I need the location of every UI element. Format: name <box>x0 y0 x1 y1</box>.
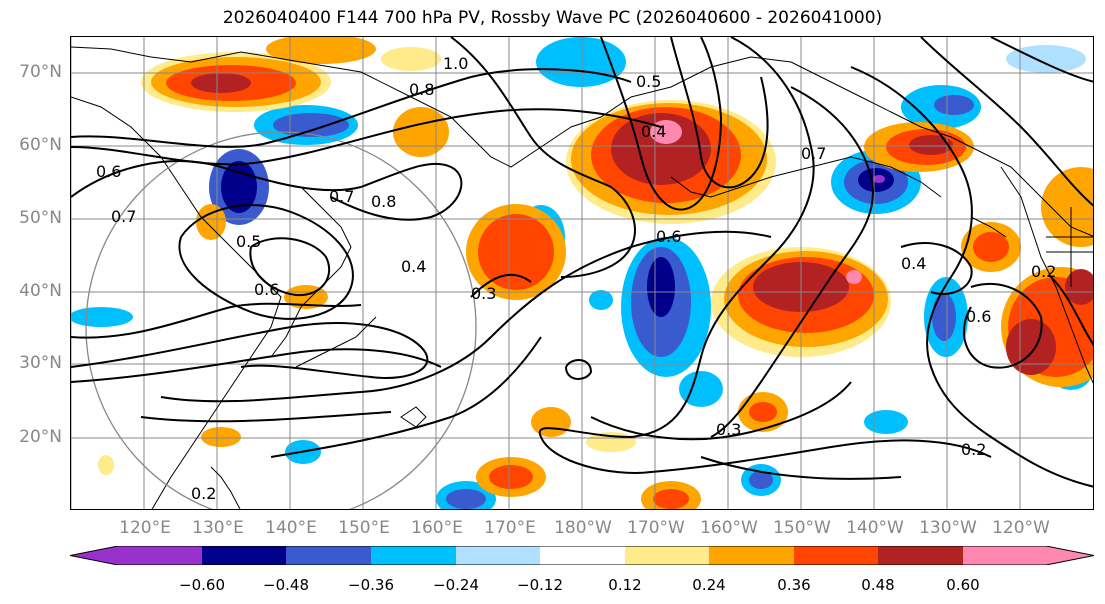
contour-label: 0.2 <box>1031 262 1056 281</box>
lon-label-140w: 140°W <box>846 518 904 538</box>
contour-label: 0.4 <box>401 257 426 276</box>
map-title: 2026040400 F144 700 hPa PV, Rossby Wave … <box>222 8 883 28</box>
lon-label-140e: 140°E <box>265 518 317 538</box>
lon-label-170w: 170°W <box>627 518 685 538</box>
lon-label-160w: 160°W <box>700 518 758 538</box>
colorbar-bin <box>878 546 963 565</box>
lat-label-50n: 50°N <box>19 208 62 228</box>
colorbar-tick: 0.36 <box>777 576 811 594</box>
colorbar-bin <box>709 546 794 565</box>
pv-map: 1.0 0.8 0.5 0.4 0.6 0.7 0.8 0.5 0.6 0.4 … <box>71 37 1093 509</box>
lon-label-130e: 130°E <box>192 518 244 538</box>
lat-label-70n: 70°N <box>19 62 62 82</box>
lon-label-150w: 150°W <box>773 518 831 538</box>
lat-label-40n: 40°N <box>19 281 62 301</box>
contour-label: 0.6 <box>966 307 991 326</box>
colorbar-tick: −0.24 <box>433 576 479 594</box>
coastlines <box>71 46 1093 509</box>
lon-label-180w: 180°W <box>554 518 612 538</box>
lon-label-130w: 130°W <box>919 518 977 538</box>
colorbar-extend-high <box>1046 546 1094 565</box>
colorbar-bin <box>118 546 202 565</box>
lon-label-120w: 120°W <box>992 518 1050 538</box>
colorbar-bin <box>540 546 625 565</box>
contour-label: 0.3 <box>471 284 496 303</box>
contour-label: 0.8 <box>371 192 396 211</box>
lon-label-170e: 170°E <box>484 518 536 538</box>
contour-label: 0.6 <box>254 280 279 299</box>
contour-label: 0.3 <box>716 420 741 439</box>
colorbar-tick: 0.24 <box>692 576 726 594</box>
colorbar-tick: −0.36 <box>348 576 394 594</box>
contour-label: 0.6 <box>96 162 121 181</box>
contour-label: 0.5 <box>636 72 661 91</box>
colorbar-tick: −0.60 <box>179 576 225 594</box>
reference-circle <box>85 131 477 509</box>
lat-label-30n: 30°N <box>19 353 62 373</box>
lon-label-160e: 160°E <box>411 518 463 538</box>
colorbar <box>70 546 1094 565</box>
lat-label-20n: 20°N <box>19 427 62 447</box>
lon-label-120e: 120°E <box>119 518 171 538</box>
contour-label: 1.0 <box>443 54 468 73</box>
contour-label: 0.6 <box>656 227 681 246</box>
colorbar-bin <box>963 546 1046 565</box>
colorbar-tick: 0.12 <box>608 576 642 594</box>
pv-contours <box>71 37 1093 488</box>
contour-label: 0.7 <box>801 144 826 163</box>
contour-label: 0.4 <box>901 254 926 273</box>
colorbar-tick: 0.60 <box>946 576 980 594</box>
colorbar-bin <box>794 546 878 565</box>
map-panel: 1.0 0.8 0.5 0.4 0.6 0.7 0.8 0.5 0.6 0.4 … <box>70 36 1094 510</box>
colorbar-tick: 0.48 <box>861 576 895 594</box>
contour-label: 0.4 <box>641 122 666 141</box>
colorbar-svg <box>70 546 1094 565</box>
colorbar-tick: −0.48 <box>263 576 309 594</box>
colorbar-extend-low <box>70 546 118 565</box>
contour-label: 0.5 <box>236 232 261 251</box>
colorbar-tick: −0.12 <box>517 576 563 594</box>
colorbar-bin <box>202 546 286 565</box>
colorbar-bin <box>456 546 540 565</box>
contour-label: 0.2 <box>961 440 986 459</box>
contour-label: 0.7 <box>111 207 136 226</box>
contour-label: 0.8 <box>409 80 434 99</box>
lon-label-150e: 150°E <box>338 518 390 538</box>
colorbar-bin <box>371 546 456 565</box>
colorbar-bin <box>625 546 709 565</box>
contour-label: 0.2 <box>191 484 216 503</box>
contour-label: 0.7 <box>329 187 354 206</box>
colorbar-bin <box>286 546 371 565</box>
lat-label-60n: 60°N <box>19 135 62 155</box>
